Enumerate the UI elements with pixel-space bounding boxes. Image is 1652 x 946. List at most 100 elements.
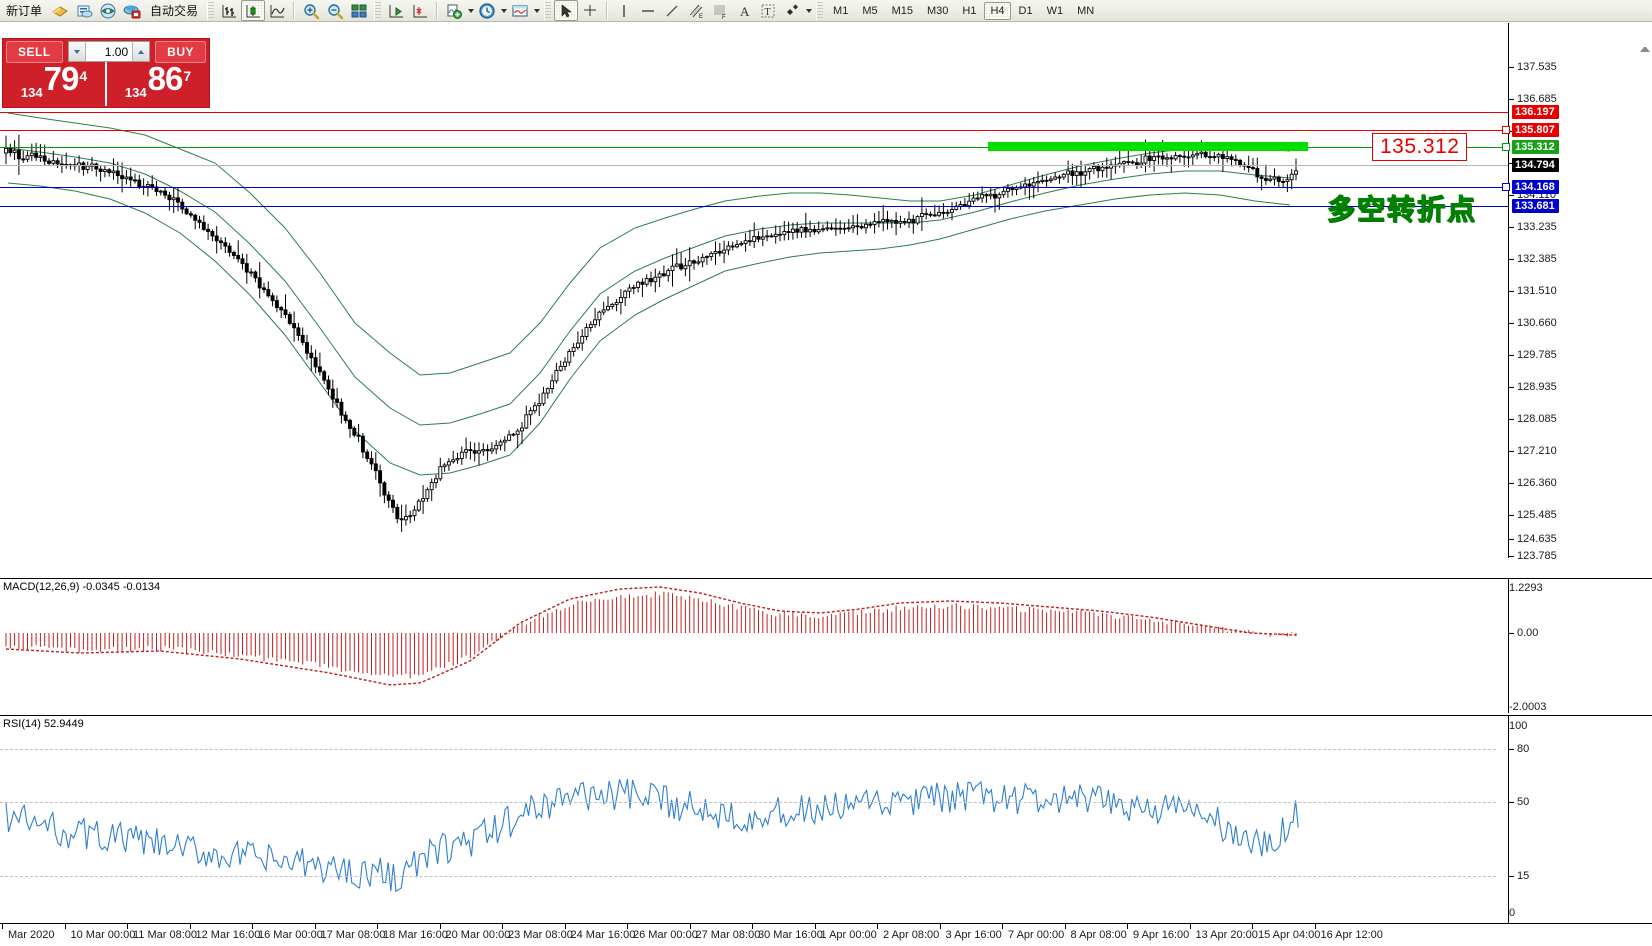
toolbar-grip-1[interactable] xyxy=(207,1,215,20)
price-label-136197[interactable]: 136.197 xyxy=(1512,105,1559,119)
indicators-icon[interactable] xyxy=(442,0,466,21)
time-axis-label: 24 Mar 16:00 xyxy=(564,924,635,941)
line-handle-135807[interactable] xyxy=(1502,126,1510,134)
period-clock-icon[interactable] xyxy=(475,0,499,21)
shift-end-icon[interactable] xyxy=(384,0,408,21)
time-axis-text: 13 Apr 20:00 xyxy=(1195,929,1258,941)
annotation-price-tag[interactable]: 135.312 xyxy=(1372,133,1468,161)
time-axis-text: 30 Mar 16:00 xyxy=(758,929,823,941)
lot-size-stepper[interactable]: 1.00 xyxy=(67,41,151,62)
time-axis-text: 8 Apr 08:00 xyxy=(1070,929,1127,941)
time-axis[interactable]: Mar 2020 10 Mar 00:00 11 Mar 08:00 12 Mar 1… xyxy=(0,923,1652,946)
trendline-icon[interactable] xyxy=(660,0,684,21)
timeframe-m30[interactable]: M30 xyxy=(927,4,949,17)
zoom-in-icon[interactable] xyxy=(299,0,323,21)
timeframe-m15[interactable]: M15 xyxy=(891,4,913,17)
price-plot-area[interactable] xyxy=(0,23,1508,558)
hline-135312[interactable] xyxy=(0,147,1508,148)
timeframe-d1[interactable]: D1 xyxy=(1018,4,1033,17)
time-axis-tick xyxy=(627,924,628,929)
buy-price-prefix: 134 xyxy=(124,85,147,100)
time-axis-label: 18 Mar 16:00 xyxy=(377,924,448,941)
timeframe-h1[interactable]: H1 xyxy=(962,4,977,17)
scroll-up-indicator[interactable] xyxy=(1640,47,1650,55)
time-axis-label: 3 Apr 16:00 xyxy=(939,924,1002,941)
objects-dropdown-caret[interactable] xyxy=(804,2,813,20)
price-chart-pane[interactable]: 137.535 136.685 135.835 134.960 134.110 … xyxy=(0,23,1652,562)
text-label-icon[interactable]: T xyxy=(756,0,780,21)
vertical-line-icon[interactable] xyxy=(612,0,636,21)
hline-136197[interactable] xyxy=(0,112,1508,113)
mql-community-icon[interactable] xyxy=(48,0,72,21)
price-label-134168[interactable]: 134.168 xyxy=(1512,180,1559,194)
price-label-bid-134794[interactable]: 134.794 xyxy=(1512,158,1559,172)
hline-135807[interactable] xyxy=(0,130,1508,131)
cursor-icon[interactable] xyxy=(554,0,579,21)
tile-windows-icon[interactable] xyxy=(347,0,371,21)
line-chart-icon[interactable] xyxy=(265,0,289,21)
sell-price-display[interactable]: 134 79 4 xyxy=(3,62,105,106)
lot-size-value[interactable]: 1.00 xyxy=(104,44,129,59)
new-order-button[interactable]: 新订单 xyxy=(0,1,48,21)
fibonacci-icon[interactable]: F xyxy=(708,0,732,21)
horizontal-line-icon[interactable] xyxy=(636,0,660,21)
time-axis-label: 13 Apr 20:00 xyxy=(1189,924,1258,941)
buy-price-display[interactable]: 134 86 7 xyxy=(105,62,209,106)
macd-pane[interactable]: MACD(12,26,9) -0.0345 -0.0134 1.2293 0.0… xyxy=(0,578,1652,713)
indicators-dropdown-caret[interactable] xyxy=(466,2,475,20)
equidistant-channel-icon[interactable]: E xyxy=(684,0,708,21)
line-handle-134168[interactable] xyxy=(1502,183,1510,191)
sell-button[interactable]: SELL xyxy=(6,40,63,63)
macd-label: MACD(12,26,9) -0.0345 -0.0134 xyxy=(3,581,161,593)
macd-plot-area[interactable] xyxy=(0,579,1508,713)
rsi-pane[interactable]: RSI(14) 52.9449 100 80 50 15 0 xyxy=(0,715,1652,923)
buy-button[interactable]: BUY xyxy=(155,40,206,63)
zoom-out-icon[interactable] xyxy=(323,0,347,21)
autotrading-button[interactable]: 自动交易 xyxy=(144,1,204,21)
shift-marker-icon[interactable] xyxy=(408,0,432,21)
timeframe-m5[interactable]: M5 xyxy=(862,4,878,17)
period-dropdown-caret[interactable] xyxy=(499,2,508,20)
text-icon[interactable]: A xyxy=(732,0,756,21)
line-handle-135312[interactable] xyxy=(1502,143,1510,151)
ytick: 131.510 xyxy=(1517,285,1557,298)
time-axis-tick xyxy=(1314,924,1316,929)
objects-icon[interactable] xyxy=(780,0,804,21)
price-label-133681[interactable]: 133.681 xyxy=(1512,199,1559,213)
hline-bid-134794[interactable] xyxy=(0,165,1508,166)
time-axis-text: 16 Apr 12:00 xyxy=(1320,929,1383,941)
bar-chart-icon[interactable] xyxy=(217,0,241,21)
macd-y-axis[interactable]: 1.2293 0.00 -2.0003 xyxy=(1508,579,1652,713)
toolbar-grip-4[interactable] xyxy=(816,1,824,20)
signals-icon[interactable] xyxy=(72,0,96,21)
time-axis-text: 12 Mar 16:00 xyxy=(195,929,261,941)
time-axis-tick xyxy=(2,924,3,929)
price-y-axis[interactable]: 137.535 136.685 135.835 134.960 134.110 … xyxy=(1508,23,1652,562)
templates-dropdown-caret[interactable] xyxy=(532,2,541,20)
price-label-135807[interactable]: 135.807 xyxy=(1512,123,1559,137)
price-label-135312[interactable]: 135.312 xyxy=(1512,140,1559,154)
toolbar-grip-2[interactable] xyxy=(374,1,382,20)
toolbar-grip-3[interactable] xyxy=(544,1,552,20)
green-highlight-band[interactable] xyxy=(988,142,1308,151)
one-click-trading-panel[interactable]: SELL 1.00 BUY 134 79 4 134 86 7 xyxy=(2,38,210,108)
market-icon[interactable] xyxy=(120,0,144,21)
annotation-turning-point[interactable]: 多空转折点 xyxy=(1326,193,1478,227)
hline-133681[interactable] xyxy=(0,206,1508,207)
lot-increase-button[interactable] xyxy=(132,42,150,61)
timeframe-w1[interactable]: W1 xyxy=(1046,4,1064,17)
crosshair-icon[interactable] xyxy=(578,0,602,21)
candlestick-chart-icon[interactable] xyxy=(241,0,266,21)
timeframe-m1[interactable]: M1 xyxy=(833,4,849,17)
time-axis-text: 11 Mar 08:00 xyxy=(133,929,198,941)
time-axis-tick xyxy=(64,924,66,929)
rsi-plot-area[interactable] xyxy=(0,716,1508,923)
templates-icon[interactable] xyxy=(508,0,532,21)
time-axis-label: 30 Mar 16:00 xyxy=(752,924,823,941)
timeframe-h4[interactable]: H4 xyxy=(984,1,1011,20)
mql-globe-icon[interactable] xyxy=(96,0,120,21)
lot-decrease-button[interactable] xyxy=(68,42,86,61)
hline-134168[interactable] xyxy=(0,187,1508,188)
timeframe-mn[interactable]: MN xyxy=(1077,4,1095,17)
rsi-y-axis[interactable]: 100 80 50 15 0 xyxy=(1508,716,1652,923)
